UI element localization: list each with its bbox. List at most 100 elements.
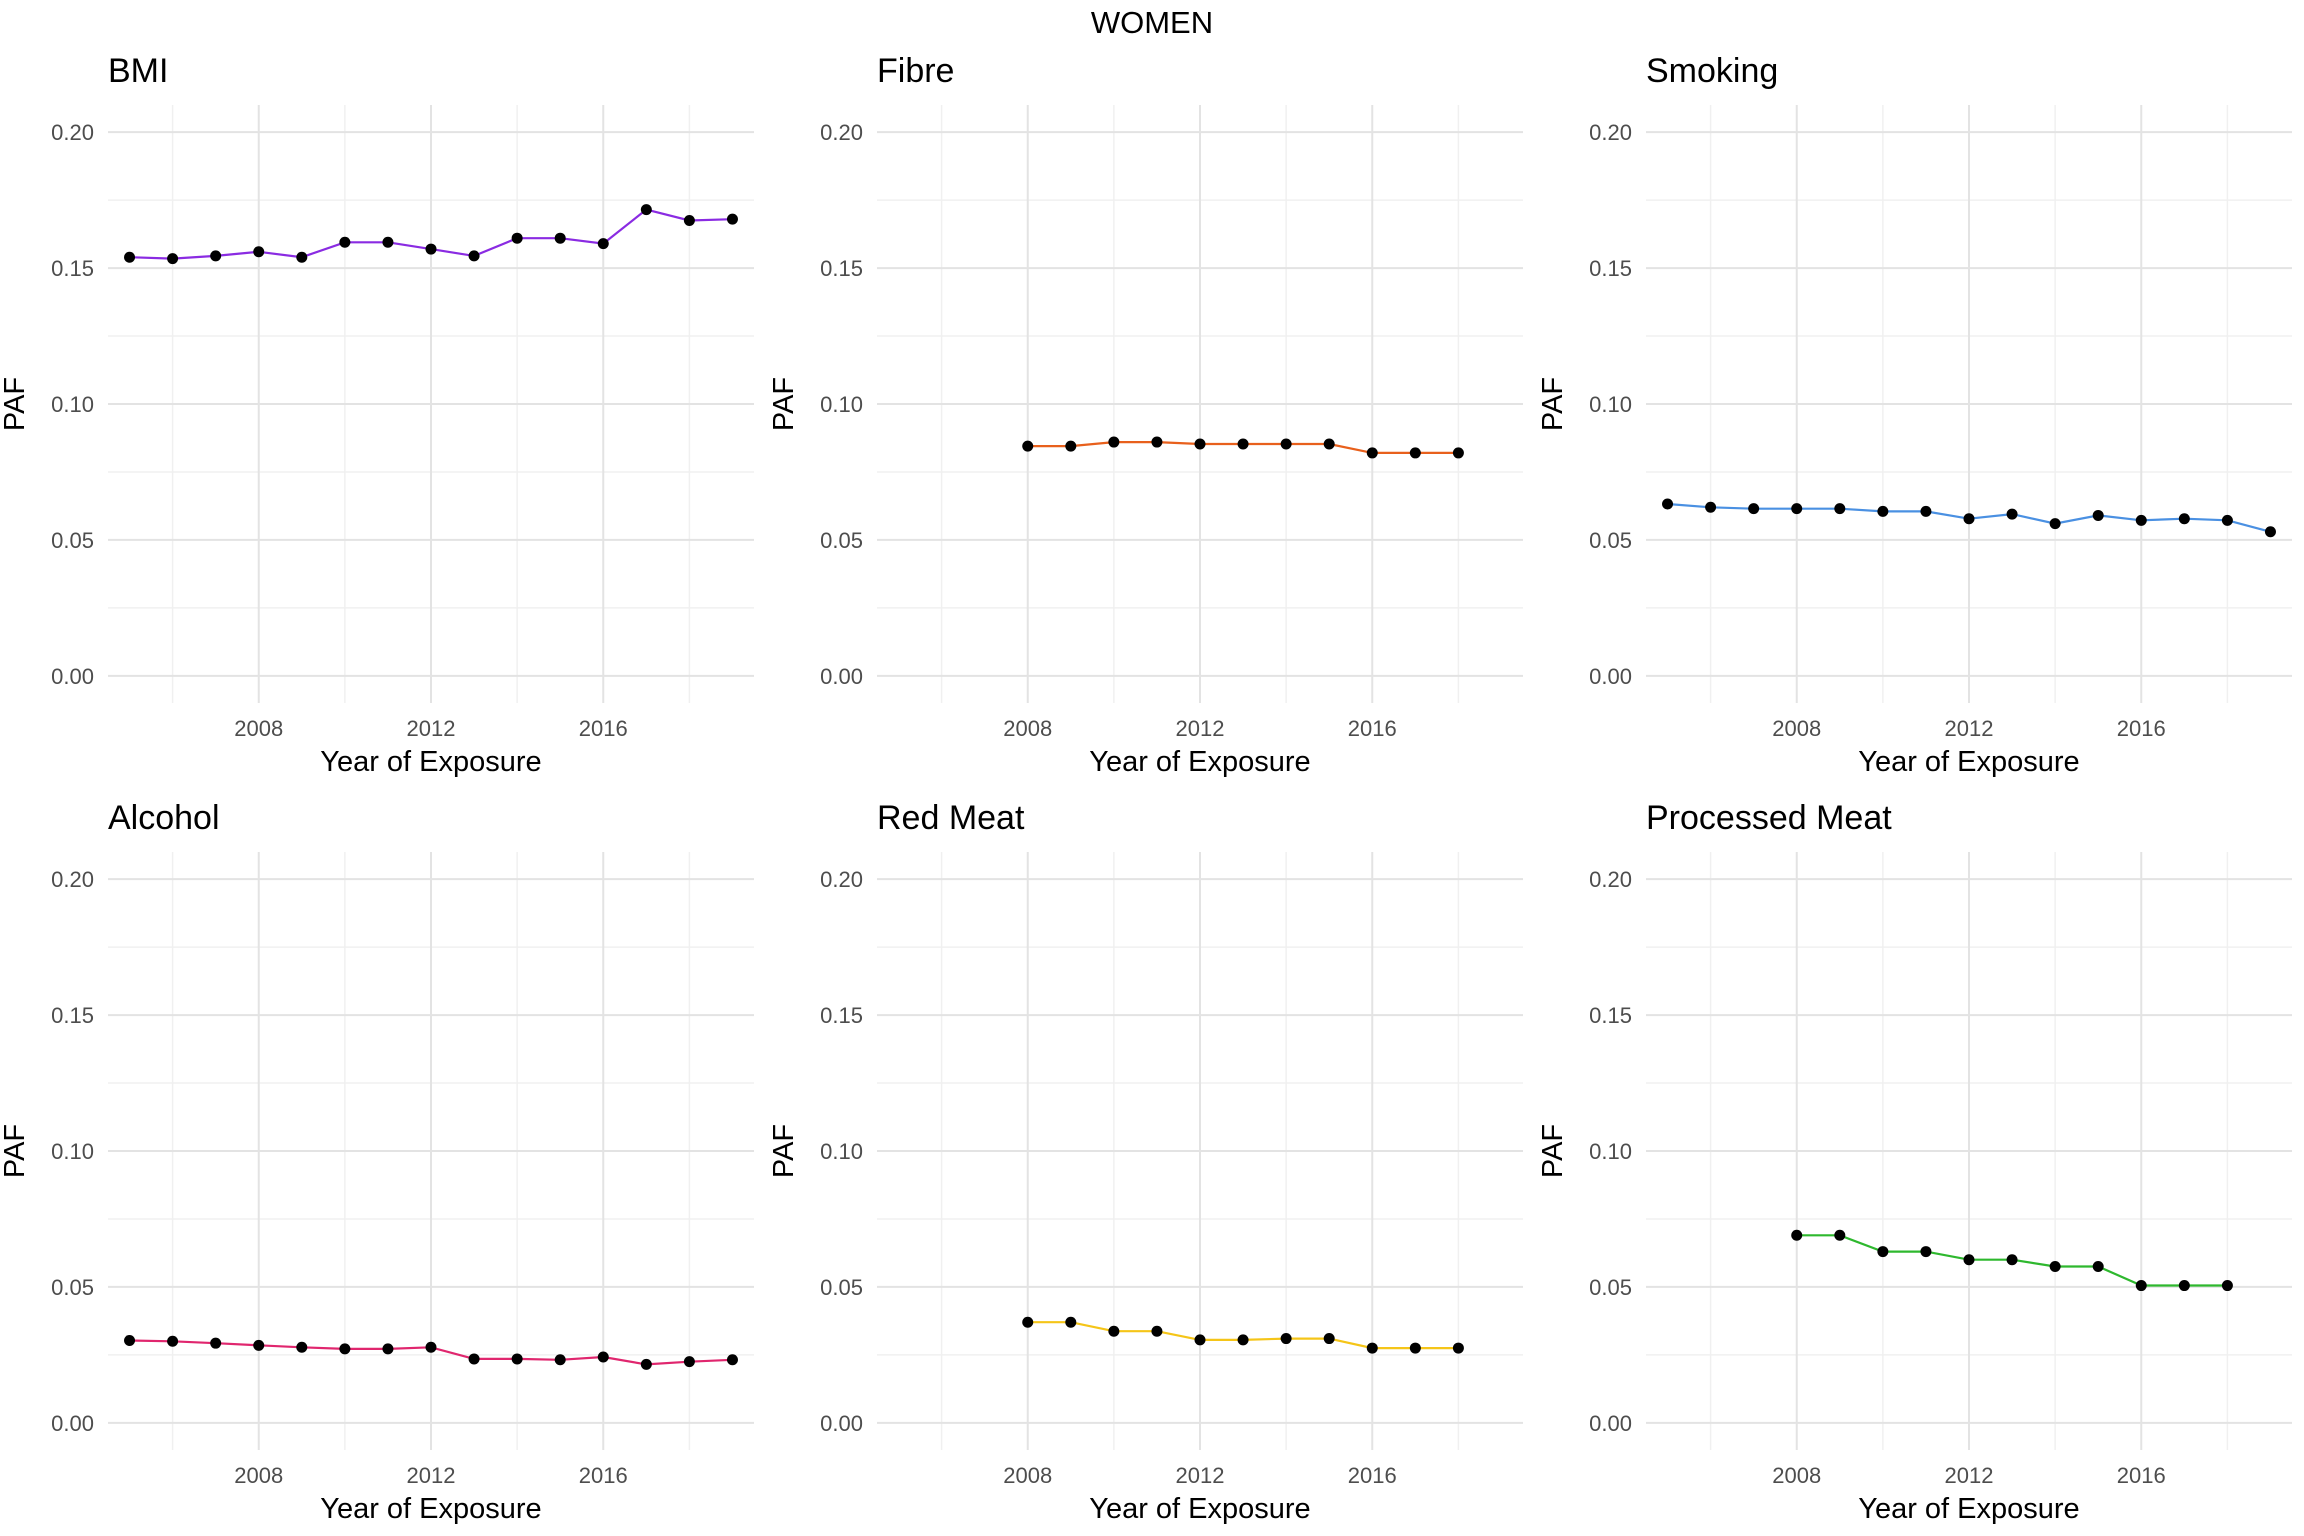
- gridlines: [1646, 852, 2292, 1450]
- data-point: [1920, 1246, 1932, 1258]
- panel-title: Red Meat: [877, 799, 1025, 837]
- data-point: [1108, 1325, 1120, 1337]
- y-tick-label: 0.05: [820, 1275, 863, 1300]
- panel-red-meat: 0.00 0.05 0.10 0.15 0.20 2008 2012 2016 Red Meat…: [768, 799, 1523, 1525]
- data-point: [2092, 1261, 2104, 1273]
- data-point: [1791, 1229, 1803, 1241]
- data-point: [2135, 514, 2147, 526]
- data-point: [1194, 438, 1206, 450]
- y-tick-label: 0.15: [1589, 1003, 1632, 1028]
- data-point: [1323, 438, 1335, 450]
- x-tick-label: 2012: [407, 716, 456, 741]
- y-tick-label: 0.15: [51, 1003, 94, 1028]
- x-axis-label: Year of Exposure: [1089, 746, 1310, 778]
- data-point: [2006, 508, 2018, 520]
- data-point: [1323, 1333, 1335, 1345]
- x-tick-label: 2012: [1945, 716, 1994, 741]
- y-axis-label: PAF: [1537, 1124, 1569, 1178]
- gridlines: [108, 105, 754, 703]
- data-point: [339, 236, 351, 248]
- data-point: [1452, 447, 1464, 459]
- data-point: [1065, 440, 1077, 452]
- data-point: [167, 253, 179, 265]
- data-point: [683, 215, 695, 227]
- data-point: [1452, 1342, 1464, 1354]
- y-tick-label: 0.10: [51, 392, 94, 417]
- x-tick-label: 2016: [1348, 716, 1397, 741]
- data-point: [2049, 1261, 2061, 1273]
- data-point: [1022, 440, 1034, 452]
- data-point: [124, 251, 136, 263]
- panel-title: Processed Meat: [1646, 799, 1892, 837]
- data-point: [511, 1353, 523, 1365]
- data-point: [382, 1343, 394, 1355]
- data-point: [1366, 1342, 1378, 1354]
- data-point: [726, 1354, 738, 1366]
- y-tick-label: 0.05: [1589, 528, 1632, 553]
- panel-smoking: 0.00 0.05 0.10 0.15 0.20 2008 2012 2016 Smoking Y…: [1537, 52, 2292, 778]
- data-point: [1151, 436, 1163, 448]
- y-tick-label: 0.10: [1589, 392, 1632, 417]
- data-point: [1963, 513, 1975, 525]
- data-point: [2178, 1280, 2190, 1292]
- data-point: [597, 238, 609, 250]
- data-point: [1280, 1333, 1292, 1345]
- data-point: [1834, 1229, 1846, 1241]
- y-tick-label: 0.20: [820, 120, 863, 145]
- y-tick-label: 0.00: [820, 664, 863, 689]
- x-tick-label: 2008: [234, 1463, 283, 1488]
- panel-title: Alcohol: [108, 799, 220, 837]
- data-point: [2092, 509, 2104, 521]
- data-point: [210, 250, 222, 262]
- x-tick-label: 2008: [1003, 716, 1052, 741]
- data-point: [124, 1334, 136, 1346]
- y-axis-label: PAF: [768, 377, 800, 431]
- data-point: [1877, 505, 1889, 517]
- x-axis-label: Year of Exposure: [1858, 1493, 2079, 1525]
- y-tick-label: 0.00: [820, 1411, 863, 1436]
- y-tick-label: 0.05: [1589, 1275, 1632, 1300]
- y-tick-label: 0.20: [51, 120, 94, 145]
- data-point: [1237, 438, 1249, 450]
- data-point: [1065, 1316, 1077, 1328]
- x-tick-label: 2012: [1176, 716, 1225, 741]
- y-tick-label: 0.10: [820, 1139, 863, 1164]
- x-tick-label: 2008: [1772, 1463, 1821, 1488]
- data-point: [1748, 503, 1760, 515]
- data-point: [1366, 447, 1378, 459]
- y-tick-label: 0.00: [1589, 664, 1632, 689]
- data-point: [1108, 436, 1120, 448]
- x-axis-label: Year of Exposure: [1089, 1493, 1310, 1525]
- panels-grid: 0.00 0.05 0.10 0.15 0.20 2008 2012 2016 BMI Year …: [0, 52, 2292, 1525]
- y-tick-label: 0.20: [1589, 867, 1632, 892]
- data-point: [2049, 518, 2061, 530]
- figure-title: WOMEN: [1091, 5, 1213, 40]
- x-axis-label: Year of Exposure: [320, 1493, 541, 1525]
- data-point: [1877, 1246, 1889, 1258]
- data-point: [726, 213, 738, 225]
- y-axis-label: PAF: [0, 1124, 31, 1178]
- y-tick-label: 0.15: [1589, 256, 1632, 281]
- y-tick-label: 0.15: [820, 1003, 863, 1028]
- data-point: [1237, 1334, 1249, 1346]
- data-point: [2221, 1280, 2233, 1292]
- x-axis-label: Year of Exposure: [320, 746, 541, 778]
- y-tick-label: 0.05: [51, 528, 94, 553]
- x-tick-label: 2016: [1348, 1463, 1397, 1488]
- x-tick-label: 2008: [1003, 1463, 1052, 1488]
- data-point: [296, 1341, 308, 1353]
- data-point: [210, 1337, 222, 1349]
- x-tick-label: 2012: [407, 1463, 456, 1488]
- panel-title: Smoking: [1646, 52, 1778, 90]
- data-point: [511, 232, 523, 244]
- data-point: [296, 251, 308, 263]
- y-tick-label: 0.20: [51, 867, 94, 892]
- data-point: [2135, 1280, 2147, 1292]
- data-point: [1791, 503, 1803, 515]
- data-point: [2264, 526, 2276, 538]
- data-point: [253, 1339, 265, 1351]
- data-point: [2006, 1254, 2018, 1266]
- data-point: [683, 1356, 695, 1368]
- x-axis-label: Year of Exposure: [1858, 746, 2079, 778]
